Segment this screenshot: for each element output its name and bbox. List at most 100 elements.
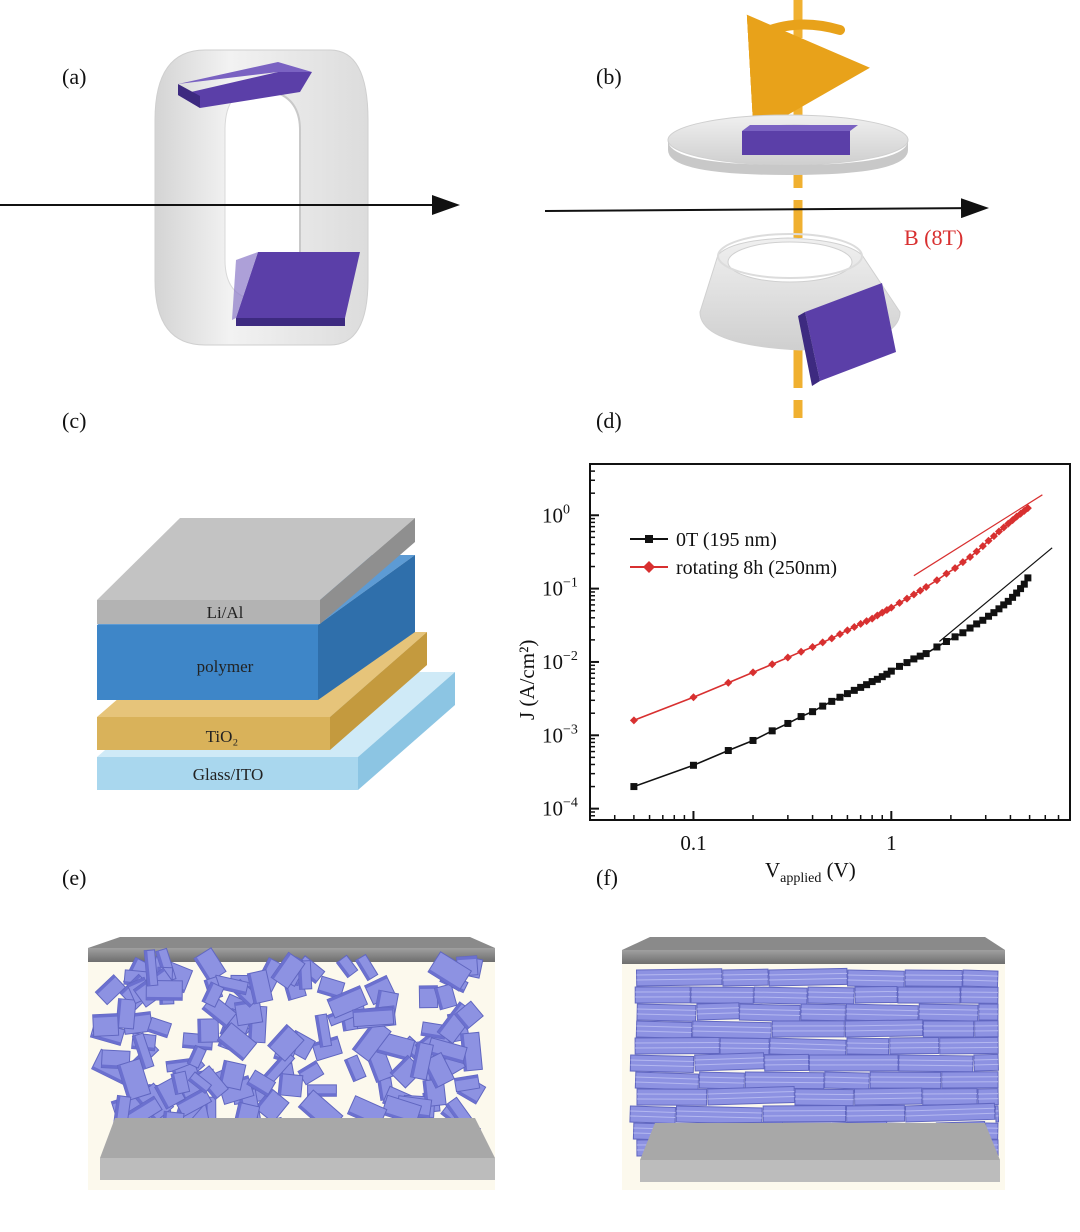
data-point-0t — [1000, 601, 1008, 609]
legend-label-0t: 0T (195 nm) — [676, 529, 777, 551]
data-point-rotating — [856, 619, 865, 628]
layer-li-al — [97, 600, 320, 624]
crystal-platelet — [974, 1020, 999, 1038]
crystal-platelet — [918, 1003, 979, 1022]
data-point-rotating — [984, 536, 993, 545]
panel-label-c: (c) — [62, 408, 87, 433]
crystal-platelet — [869, 1071, 942, 1089]
crystal-platelet — [922, 1088, 978, 1106]
field-arrow-b — [544, 198, 989, 219]
crystal-platelet — [352, 1006, 395, 1028]
crystal-platelet — [994, 1105, 1000, 1123]
data-point-0t — [784, 719, 792, 727]
crystal-platelet — [246, 1069, 277, 1097]
data-point-0t — [857, 683, 865, 691]
panel-label-d: (d) — [596, 408, 622, 433]
crystal-platelet — [904, 969, 963, 987]
crystal-platelet — [634, 986, 691, 1004]
data-point-0t — [979, 616, 987, 624]
legend-marker-0t — [645, 535, 653, 543]
data-point-rotating — [895, 598, 904, 607]
data-point-0t — [689, 761, 697, 769]
crystal-platelet — [216, 1022, 258, 1062]
data-point-rotating — [818, 638, 827, 647]
crystal-platelet — [794, 1088, 854, 1107]
legend: 0T (195 nm) rotating 8h (250nm) — [630, 529, 837, 579]
crystal-platelet — [844, 1019, 924, 1038]
data-point-0t — [850, 686, 858, 694]
crystal-platelet — [845, 1104, 906, 1123]
crystal-platelet — [376, 1031, 416, 1062]
panel-label-f: (f) — [596, 865, 618, 890]
crystal-platelet — [175, 1087, 213, 1118]
data-point-0t — [868, 678, 876, 686]
data-point-rotating — [994, 527, 1003, 536]
data-point-0t — [896, 662, 904, 670]
data-point-0t — [863, 681, 871, 689]
legend-marker-rotating — [643, 561, 655, 573]
crystal-platelet — [692, 1020, 772, 1040]
data-point-rotating — [868, 614, 877, 623]
platelet-upper-b — [742, 131, 850, 155]
crystal-platelet — [738, 1003, 801, 1023]
crystal-platelet — [707, 1085, 796, 1106]
crystal-platelet — [846, 1037, 890, 1056]
data-point-0t — [819, 702, 827, 710]
crystal-platelet — [744, 1071, 825, 1090]
crystal-platelet — [426, 1037, 468, 1064]
data-point-0t — [873, 675, 881, 683]
data-point-0t — [1013, 589, 1021, 597]
data-point-rotating — [909, 590, 918, 599]
data-point-0t — [1009, 593, 1017, 601]
crystal-platelet — [629, 1054, 695, 1073]
crystal-platelet — [197, 1018, 220, 1043]
crystal-platelet — [939, 1036, 999, 1055]
data-point-rotating — [850, 622, 859, 631]
data-point-0t — [916, 652, 924, 660]
data-point-0t — [959, 629, 967, 637]
crystal-platelet — [335, 954, 359, 979]
data-point-0t — [724, 747, 732, 755]
crystal-platelet — [698, 1071, 745, 1090]
data-point-0t — [843, 690, 851, 698]
crystal-platelet — [694, 1052, 765, 1072]
data-point-rotating — [749, 668, 758, 677]
crystal-platelet — [771, 1020, 845, 1038]
crystal-platelet — [634, 1036, 720, 1055]
field-label-b: B (8T) — [904, 225, 963, 250]
crystal-platelet — [131, 1032, 155, 1070]
data-point-0t — [1017, 585, 1025, 593]
data-point-0t — [1020, 580, 1028, 588]
data-point-rotating — [966, 552, 975, 561]
layer-polymer — [97, 625, 318, 700]
data-point-0t — [1024, 574, 1032, 582]
crystal-platelet — [143, 949, 159, 987]
crystal-platelet — [635, 1020, 693, 1039]
crystal-platelet — [636, 1088, 708, 1106]
crystal-platelet — [267, 1023, 305, 1062]
y-tick-label: 10−4 — [542, 796, 578, 821]
crystal-platelet — [409, 1041, 434, 1081]
y-tick-label: 10−1 — [542, 576, 578, 601]
data-point-0t — [933, 643, 941, 651]
platelet-top-a — [178, 72, 312, 108]
crystal-platelet — [762, 1105, 847, 1123]
top-plate-e — [88, 937, 495, 948]
data-point-rotating — [942, 569, 951, 578]
data-point-rotating — [916, 586, 925, 595]
data-point-rotating — [843, 626, 852, 635]
crystal-platelet — [186, 1044, 207, 1069]
crystal-platelet — [904, 1102, 996, 1123]
crystal-platelet — [635, 968, 723, 987]
data-point-rotating — [958, 558, 967, 567]
data-point-rotating — [862, 617, 871, 626]
panel-f-aligned-crystals — [622, 937, 1005, 1190]
fit-line-1 — [913, 494, 1043, 577]
data-point-0t — [797, 713, 805, 721]
crystal-platelet — [719, 1037, 770, 1056]
crystal-platelet — [690, 986, 754, 1004]
crystal-platelet — [146, 1016, 173, 1039]
x-tick-label: 1 — [886, 831, 897, 855]
crystal-platelet — [201, 981, 225, 1008]
y-tick-label: 10−2 — [542, 649, 578, 674]
